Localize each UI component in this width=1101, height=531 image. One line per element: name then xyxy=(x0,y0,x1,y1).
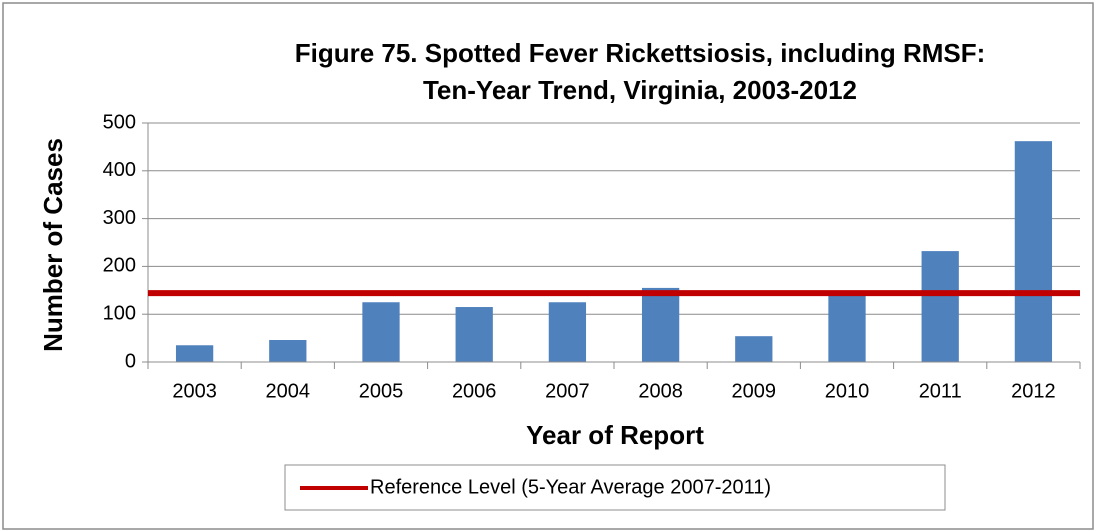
x-axis-label: Year of Report xyxy=(526,420,704,450)
x-tick-label: 2011 xyxy=(919,380,962,402)
chart-title: Figure 75. Spotted Fever Rickettsiosis, … xyxy=(295,38,986,68)
x-tick-label: 2010 xyxy=(825,380,870,402)
x-tick-label: 2006 xyxy=(452,380,497,402)
bar xyxy=(921,251,959,362)
bar xyxy=(828,295,866,362)
y-axis-label: Number of Cases xyxy=(38,138,68,352)
x-tick-label: 2005 xyxy=(359,380,404,402)
x-tick-label: 2012 xyxy=(1011,380,1056,402)
x-tick-label: 2007 xyxy=(545,380,590,402)
x-tick-label: 2003 xyxy=(172,380,217,402)
bar xyxy=(548,302,587,362)
bar xyxy=(269,340,307,362)
x-tick-label: 2004 xyxy=(266,380,311,402)
bar xyxy=(735,336,773,362)
legend-label: Reference Level (5-Year Average 2007-201… xyxy=(370,476,771,498)
bar xyxy=(641,287,680,362)
x-tick-label: 2009 xyxy=(732,380,777,402)
legend-box xyxy=(284,464,946,511)
y-tick-label: 200 xyxy=(103,255,136,277)
bar xyxy=(362,302,400,362)
y-tick-label: 400 xyxy=(103,159,136,181)
y-tick-label: 500 xyxy=(103,111,136,133)
y-tick-label: 100 xyxy=(103,302,136,324)
y-tick-label: 0 xyxy=(125,350,136,372)
y-tick-label: 300 xyxy=(103,207,136,229)
x-tick-label: 2008 xyxy=(638,380,683,402)
bar xyxy=(1014,141,1053,362)
bar xyxy=(455,307,493,362)
chart-title: Ten-Year Trend, Virginia, 2003-2012 xyxy=(423,75,857,105)
bar xyxy=(175,345,214,362)
